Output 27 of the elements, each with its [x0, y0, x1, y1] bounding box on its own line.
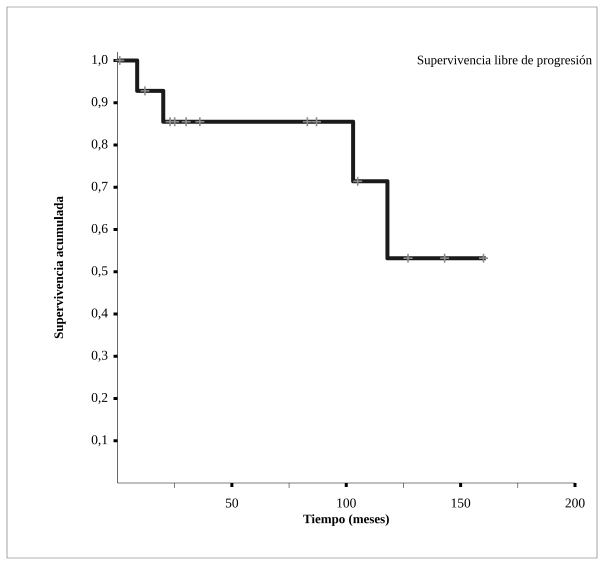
y-tick-label: 1,0: [92, 54, 108, 66]
point: [114, 55, 126, 66]
point: [180, 116, 192, 127]
point: [402, 252, 414, 264]
x-tick-label: 200: [566, 498, 585, 508]
x-tick-label: 100: [337, 498, 356, 508]
point: [352, 176, 363, 187]
y-tick-label: 0,3: [92, 350, 108, 362]
point: [140, 86, 150, 96]
point: [194, 116, 206, 127]
x-axis-title: Tiempo (meses): [303, 514, 389, 526]
y-tick-label: 0,8: [92, 139, 108, 150]
y-tick-label: 0,1: [92, 435, 108, 446]
y-tick-label: 0,2: [92, 392, 108, 404]
y-axis-title: Supervivencia acumulada: [54, 196, 66, 338]
point: [478, 252, 489, 264]
y-tick-label: 0,4: [92, 308, 108, 320]
chart-title: Supervivencia libre de progresión: [418, 55, 592, 68]
x-tick-label: 150: [452, 498, 470, 508]
point: [311, 116, 322, 127]
x-tick-label: 50: [226, 498, 238, 508]
point: [302, 116, 313, 127]
y-tick-label: 0,9: [92, 97, 108, 108]
y-tick-label: 0,5: [92, 266, 108, 278]
point: [439, 252, 450, 264]
y-tick-label: 0,7: [92, 182, 108, 193]
y-tick-label: 0,6: [92, 224, 108, 235]
